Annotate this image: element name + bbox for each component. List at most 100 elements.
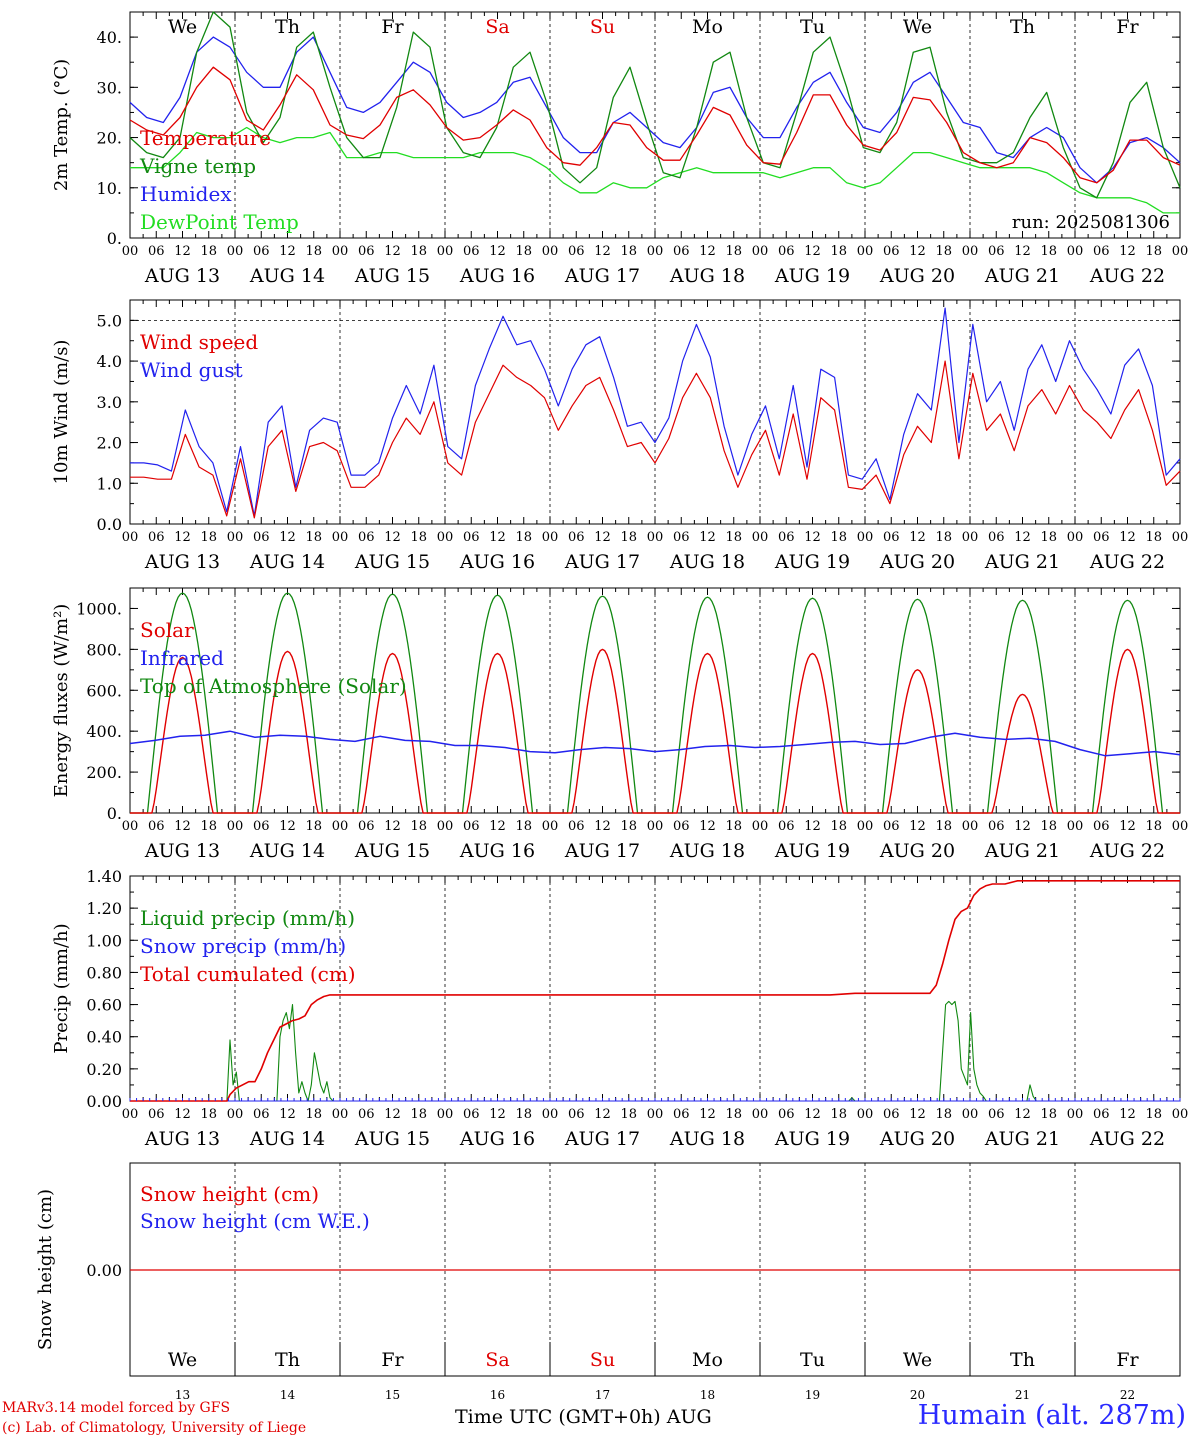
legend-dewpoint-temp: DewPoint Temp xyxy=(140,210,299,234)
hour-tick-label: 00 xyxy=(752,819,769,834)
hour-tick-label: 12 xyxy=(909,819,926,834)
hour-tick-label: 06 xyxy=(463,244,480,259)
legend-temperature: Temperature xyxy=(140,126,271,150)
plot-frame xyxy=(129,299,1181,525)
hour-tick-label: 00 xyxy=(332,244,349,259)
hour-tick-label: 00 xyxy=(1172,530,1189,545)
y-tick-label: 800. xyxy=(86,640,122,659)
hour-tick-label: 00 xyxy=(647,819,664,834)
series-wind-gust xyxy=(130,307,1181,517)
y-tick-label: 0.0 xyxy=(97,515,122,534)
hour-tick-label: 06 xyxy=(673,530,690,545)
weekday-label: We xyxy=(903,16,932,38)
day-number-label: 16 xyxy=(490,1388,505,1402)
weekday-label: Th xyxy=(1010,16,1035,38)
hour-tick-label: 06 xyxy=(1093,1107,1110,1122)
y-tick-label: 1.0 xyxy=(97,474,122,493)
hour-tick-label: 18 xyxy=(935,1107,952,1122)
panel-1: 00 06 12 18 00 06 12 18 00 06 12 18 00 06 12 18 00 06 12 18… xyxy=(51,11,1188,287)
hour-tick-label: 00 xyxy=(1067,819,1084,834)
hour-tick-label: 06 xyxy=(883,819,900,834)
date-label: AUG 14 xyxy=(249,840,325,862)
weekday-label: Th xyxy=(1010,1349,1035,1371)
weekday-label: Su xyxy=(590,16,615,38)
y-tick-label: 2.0 xyxy=(97,434,122,453)
hour-tick-label: 00 xyxy=(752,530,769,545)
hour-tick-label: 18 xyxy=(515,244,532,259)
y-tick-label: 4.0 xyxy=(97,352,122,371)
hour-tick-label: 12 xyxy=(699,244,716,259)
hour-tick-label: 06 xyxy=(1093,244,1110,259)
legend-snow-precip-mm-h: Snow precip (mm/h) xyxy=(140,934,346,958)
weekday-label: Fr xyxy=(1116,16,1139,38)
weekday-label: Sa xyxy=(485,1349,509,1371)
hour-tick-label: 18 xyxy=(830,530,847,545)
date-label: AUG 22 xyxy=(1089,840,1165,862)
hour-tick-label: 06 xyxy=(358,819,375,834)
hour-tick-label: 18 xyxy=(410,244,427,259)
y-tick-label: 1000. xyxy=(76,599,122,618)
hour-tick-label: 12 xyxy=(489,1107,506,1122)
hour-tick-label: 06 xyxy=(463,819,480,834)
date-label: AUG 20 xyxy=(879,551,955,573)
weekday-label: Mo xyxy=(692,16,723,38)
y-tick-label: 10. xyxy=(97,179,122,198)
hour-tick-label: 18 xyxy=(515,1107,532,1122)
hour-tick-label: 00 xyxy=(542,530,559,545)
y-tick-label: 30. xyxy=(97,78,122,97)
hour-tick-label: 12 xyxy=(1014,819,1031,834)
hour-tick-label: 06 xyxy=(463,1107,480,1122)
hour-tick-label: 06 xyxy=(148,530,165,545)
hour-tick-label: 12 xyxy=(174,1107,191,1122)
hour-tick-label: 00 xyxy=(1172,819,1189,834)
date-label: AUG 13 xyxy=(144,1128,220,1150)
y-axis-label: Precip (mm/h) xyxy=(51,923,72,1053)
series-humidex xyxy=(129,36,1181,184)
day-number-label: 19 xyxy=(805,1388,820,1402)
date-label: AUG 21 xyxy=(984,1128,1060,1150)
y-tick-label: 40. xyxy=(97,28,122,47)
hour-tick-label: 06 xyxy=(1093,530,1110,545)
hour-tick-label: 06 xyxy=(988,819,1005,834)
date-label: AUG 16 xyxy=(459,265,535,287)
y-tick-label: 0.00 xyxy=(86,1092,122,1111)
hour-tick-label: 06 xyxy=(673,244,690,259)
day-number-label: 14 xyxy=(280,1388,296,1402)
y-tick-label: 1.20 xyxy=(86,899,122,918)
date-label: AUG 16 xyxy=(459,551,535,573)
hour-tick-label: 06 xyxy=(253,530,270,545)
hour-tick-label: 12 xyxy=(804,244,821,259)
date-label: AUG 21 xyxy=(984,551,1060,573)
legend-vigne-temp: Vigne temp xyxy=(139,154,256,178)
weekday-label: Mo xyxy=(692,1349,723,1371)
series-vigne-temp xyxy=(129,11,1181,199)
series-temperature xyxy=(129,66,1181,184)
weekday-label: Tu xyxy=(800,1349,825,1371)
date-label: AUG 22 xyxy=(1089,551,1165,573)
hour-tick-label: 00 xyxy=(332,1107,349,1122)
hour-tick-label: 06 xyxy=(358,244,375,259)
legend-humidex: Humidex xyxy=(140,182,232,206)
hour-tick-label: 12 xyxy=(489,530,506,545)
hour-tick-label: 12 xyxy=(1014,530,1031,545)
hour-tick-label: 18 xyxy=(515,819,532,834)
date-label: AUG 18 xyxy=(669,840,745,862)
hour-tick-label: 00 xyxy=(122,530,139,545)
date-label: AUG 21 xyxy=(984,840,1060,862)
date-label: AUG 15 xyxy=(354,840,430,862)
hour-tick-label: 18 xyxy=(725,530,742,545)
date-label: AUG 20 xyxy=(879,265,955,287)
legend-solar: Solar xyxy=(140,618,194,642)
series-solar xyxy=(130,648,1180,814)
legend-top-of-atmosphere-solar: Top of Atmosphere (Solar) xyxy=(140,674,407,698)
date-label: AUG 17 xyxy=(564,1128,640,1150)
date-label: AUG 17 xyxy=(564,265,640,287)
weekday-label: Su xyxy=(590,1349,615,1371)
hour-tick-label: 06 xyxy=(568,819,585,834)
date-label: AUG 17 xyxy=(564,551,640,573)
hour-tick-label: 06 xyxy=(568,244,585,259)
hour-tick-label: 00 xyxy=(962,530,979,545)
hour-tick-label: 00 xyxy=(122,819,139,834)
hour-tick-label: 18 xyxy=(1145,1107,1162,1122)
